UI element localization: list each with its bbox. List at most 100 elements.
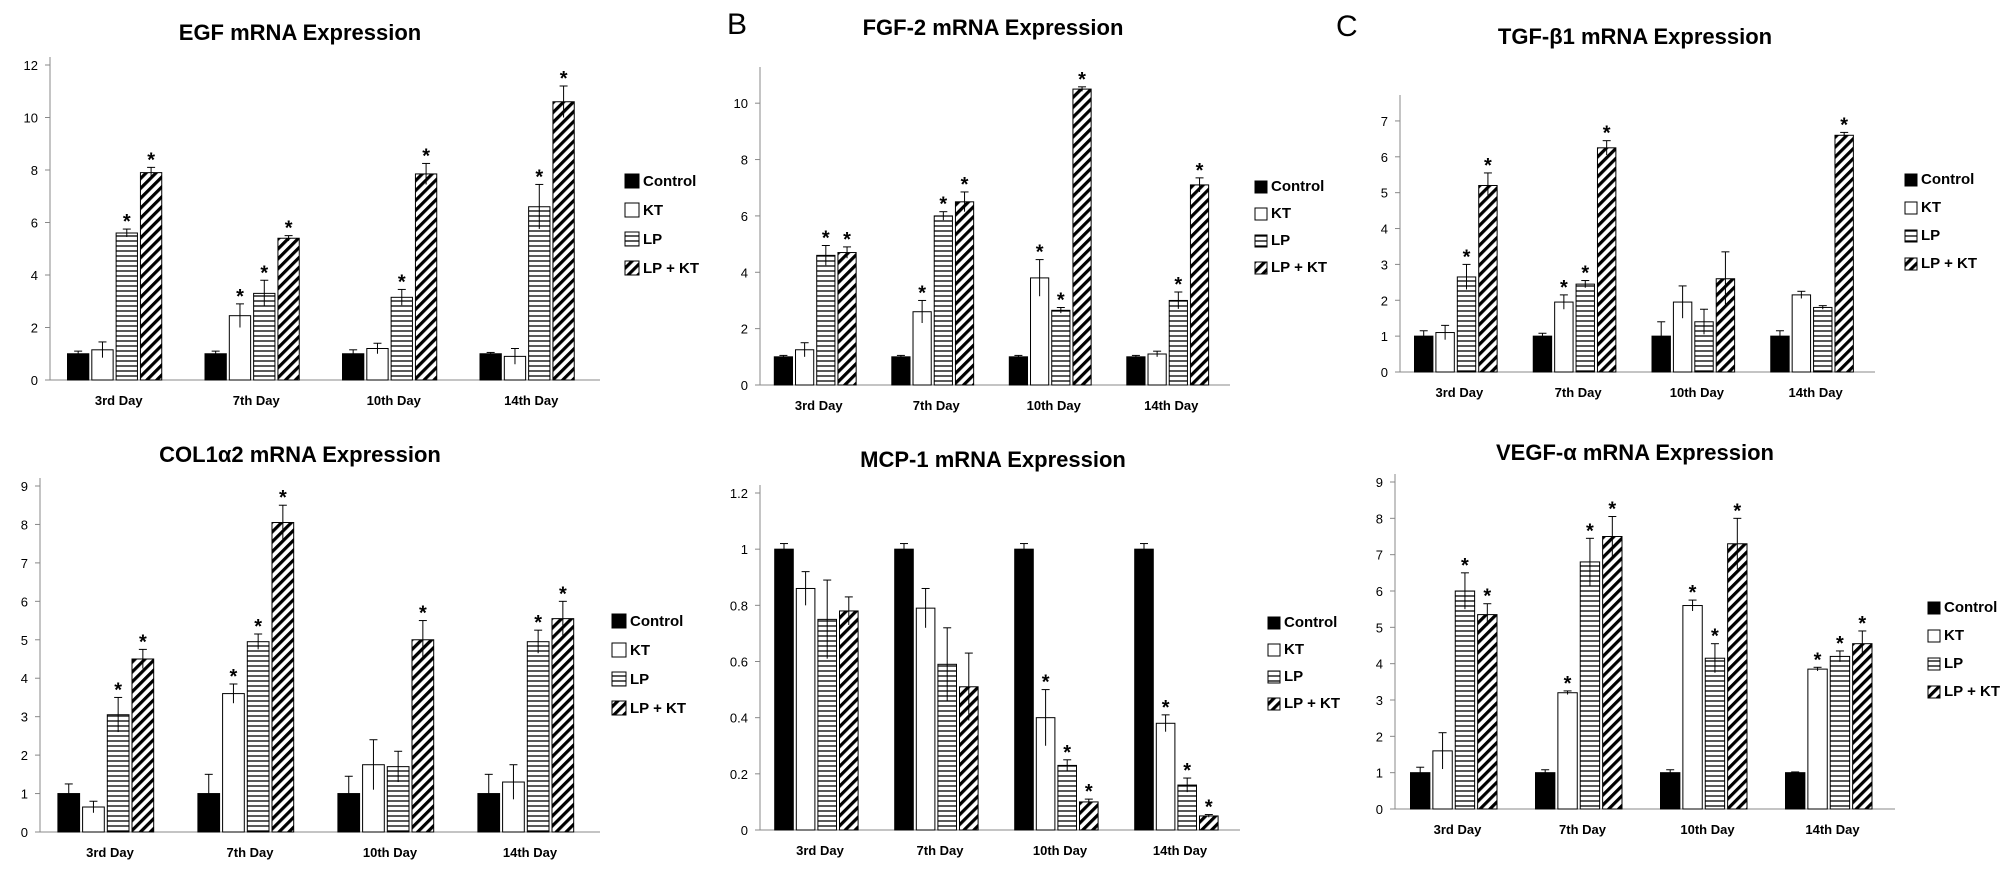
bar-control bbox=[894, 548, 914, 831]
bar-lp bbox=[115, 232, 138, 381]
bar-lp bbox=[528, 206, 551, 381]
bar-lp bbox=[526, 641, 550, 833]
significance-star: * bbox=[1689, 582, 1697, 604]
legend-swatch bbox=[624, 260, 640, 276]
y-tick-label: 7 bbox=[21, 556, 28, 571]
legend-label: KT bbox=[1284, 641, 1304, 658]
legend-swatch bbox=[611, 613, 627, 629]
bar-lp bbox=[1168, 299, 1188, 386]
significance-star: * bbox=[535, 166, 543, 188]
chart-fgf2: FGF-2 mRNA Expression 0 2 4 6 8 10 * * 3rd Day * * *… bbox=[734, 15, 1327, 413]
y-tick-label: 0.4 bbox=[730, 711, 748, 726]
category-label: 3rd Day bbox=[1434, 822, 1482, 837]
significance-star: * bbox=[279, 487, 287, 509]
chart-title: COL1α2 mRNA Expression bbox=[159, 442, 441, 467]
significance-star: * bbox=[398, 271, 406, 293]
category-label: 7th Day bbox=[233, 393, 281, 408]
significance-star: * bbox=[147, 149, 155, 171]
y-tick-label: 6 bbox=[21, 594, 28, 609]
bar-lp bbox=[1813, 306, 1833, 373]
category-label: 7th Day bbox=[1555, 385, 1603, 400]
y-tick-label: 4 bbox=[1376, 657, 1383, 672]
significance-star: * bbox=[1564, 673, 1572, 695]
chart-col1a2: COL1α2 mRNA Expression 0 1 2 3 4 5 6 7 8 9 * * 3rd Da… bbox=[21, 442, 686, 860]
legend-swatch bbox=[624, 202, 640, 218]
legend-swatch bbox=[1254, 207, 1268, 221]
chart-tgfb1: TGF-β1 mRNA Expression 0 1 2 3 4 5 6 7 * * 3rd Day *… bbox=[1381, 24, 1977, 400]
significance-star: * bbox=[1162, 697, 1170, 719]
significance-star: * bbox=[422, 145, 430, 167]
bar-control bbox=[1014, 548, 1034, 831]
bar-lp bbox=[816, 254, 836, 386]
y-tick-label: 3 bbox=[21, 710, 28, 725]
legend-swatch bbox=[1927, 601, 1941, 615]
category-label: 10th Day bbox=[367, 393, 422, 408]
bar-control bbox=[1535, 772, 1556, 810]
bar-lp-kt bbox=[131, 658, 155, 833]
bar-lp bbox=[390, 296, 413, 381]
category-label: 3rd Day bbox=[86, 845, 134, 860]
chart-title: EGF mRNA Expression bbox=[179, 20, 421, 45]
bar-control bbox=[773, 356, 794, 386]
significance-star: * bbox=[1036, 242, 1044, 264]
bar-lp-kt bbox=[139, 172, 163, 381]
y-tick-label: 4 bbox=[741, 265, 748, 280]
bar-lp-kt bbox=[837, 252, 857, 386]
y-tick-label: 0 bbox=[741, 823, 748, 838]
y-tick-label: 6 bbox=[1381, 150, 1388, 165]
bar-kt bbox=[1557, 692, 1578, 810]
bar-lp-kt bbox=[1852, 643, 1873, 810]
bar-kt bbox=[915, 607, 936, 831]
significance-star: * bbox=[1063, 742, 1071, 764]
bar-lp bbox=[1575, 283, 1595, 373]
bar-control bbox=[1126, 356, 1146, 386]
category-label: 7th Day bbox=[913, 398, 961, 413]
significance-star: * bbox=[560, 68, 568, 90]
significance-star: * bbox=[1836, 633, 1844, 655]
significance-star: * bbox=[1581, 263, 1589, 285]
bar-lp bbox=[1579, 561, 1601, 810]
y-tick-label: 0.6 bbox=[730, 655, 748, 670]
significance-star: * bbox=[1858, 613, 1866, 635]
chart-mcp1: MCP-1 mRNA Expression 0 0.2 0.4 0.6 0.8 1 1.2 3r… bbox=[730, 447, 1340, 858]
legend-swatch bbox=[1267, 616, 1281, 630]
y-tick-label: 5 bbox=[21, 633, 28, 648]
bar-control bbox=[1532, 335, 1553, 373]
significance-star: * bbox=[1463, 246, 1471, 268]
significance-star: * bbox=[1603, 123, 1611, 145]
legend-swatch bbox=[611, 671, 627, 687]
significance-star: * bbox=[822, 228, 830, 250]
significance-star: * bbox=[1586, 520, 1594, 542]
significance-star: * bbox=[260, 262, 268, 284]
legend-label: LP bbox=[643, 231, 662, 248]
chart-title: MCP-1 mRNA Expression bbox=[860, 447, 1126, 472]
legend-swatch bbox=[1927, 657, 1941, 671]
y-tick-label: 2 bbox=[31, 321, 38, 336]
bar-kt bbox=[1554, 301, 1574, 373]
y-tick-label: 0 bbox=[21, 825, 28, 840]
bar-kt bbox=[1682, 605, 1703, 810]
category-label: 3rd Day bbox=[795, 398, 843, 413]
chart-title: TGF-β1 mRNA Expression bbox=[1498, 24, 1772, 49]
legend-swatch bbox=[1904, 173, 1918, 187]
legend-label: LP bbox=[1271, 232, 1290, 249]
legend-label: LP + KT bbox=[1271, 259, 1327, 276]
bar-lp-kt bbox=[411, 639, 435, 833]
y-tick-label: 8 bbox=[31, 163, 38, 178]
y-tick-label: 2 bbox=[741, 322, 748, 337]
legend-label: Control bbox=[1271, 178, 1324, 195]
legend-label: LP + KT bbox=[1921, 255, 1977, 272]
bar-lp bbox=[1829, 655, 1851, 810]
significance-star: * bbox=[285, 218, 293, 240]
panel-label-c: C bbox=[1336, 10, 1358, 43]
bar-lp-kt bbox=[1072, 88, 1092, 386]
bar-kt bbox=[1155, 722, 1176, 831]
significance-star: * bbox=[254, 616, 262, 638]
significance-star: * bbox=[1078, 69, 1086, 91]
significance-star: * bbox=[1560, 277, 1568, 299]
legend-swatch bbox=[611, 700, 627, 716]
category-label: 14th Day bbox=[1789, 385, 1844, 400]
legend-swatch bbox=[1254, 180, 1268, 194]
legend-label: KT bbox=[1944, 627, 1964, 644]
bar-control bbox=[479, 353, 502, 381]
